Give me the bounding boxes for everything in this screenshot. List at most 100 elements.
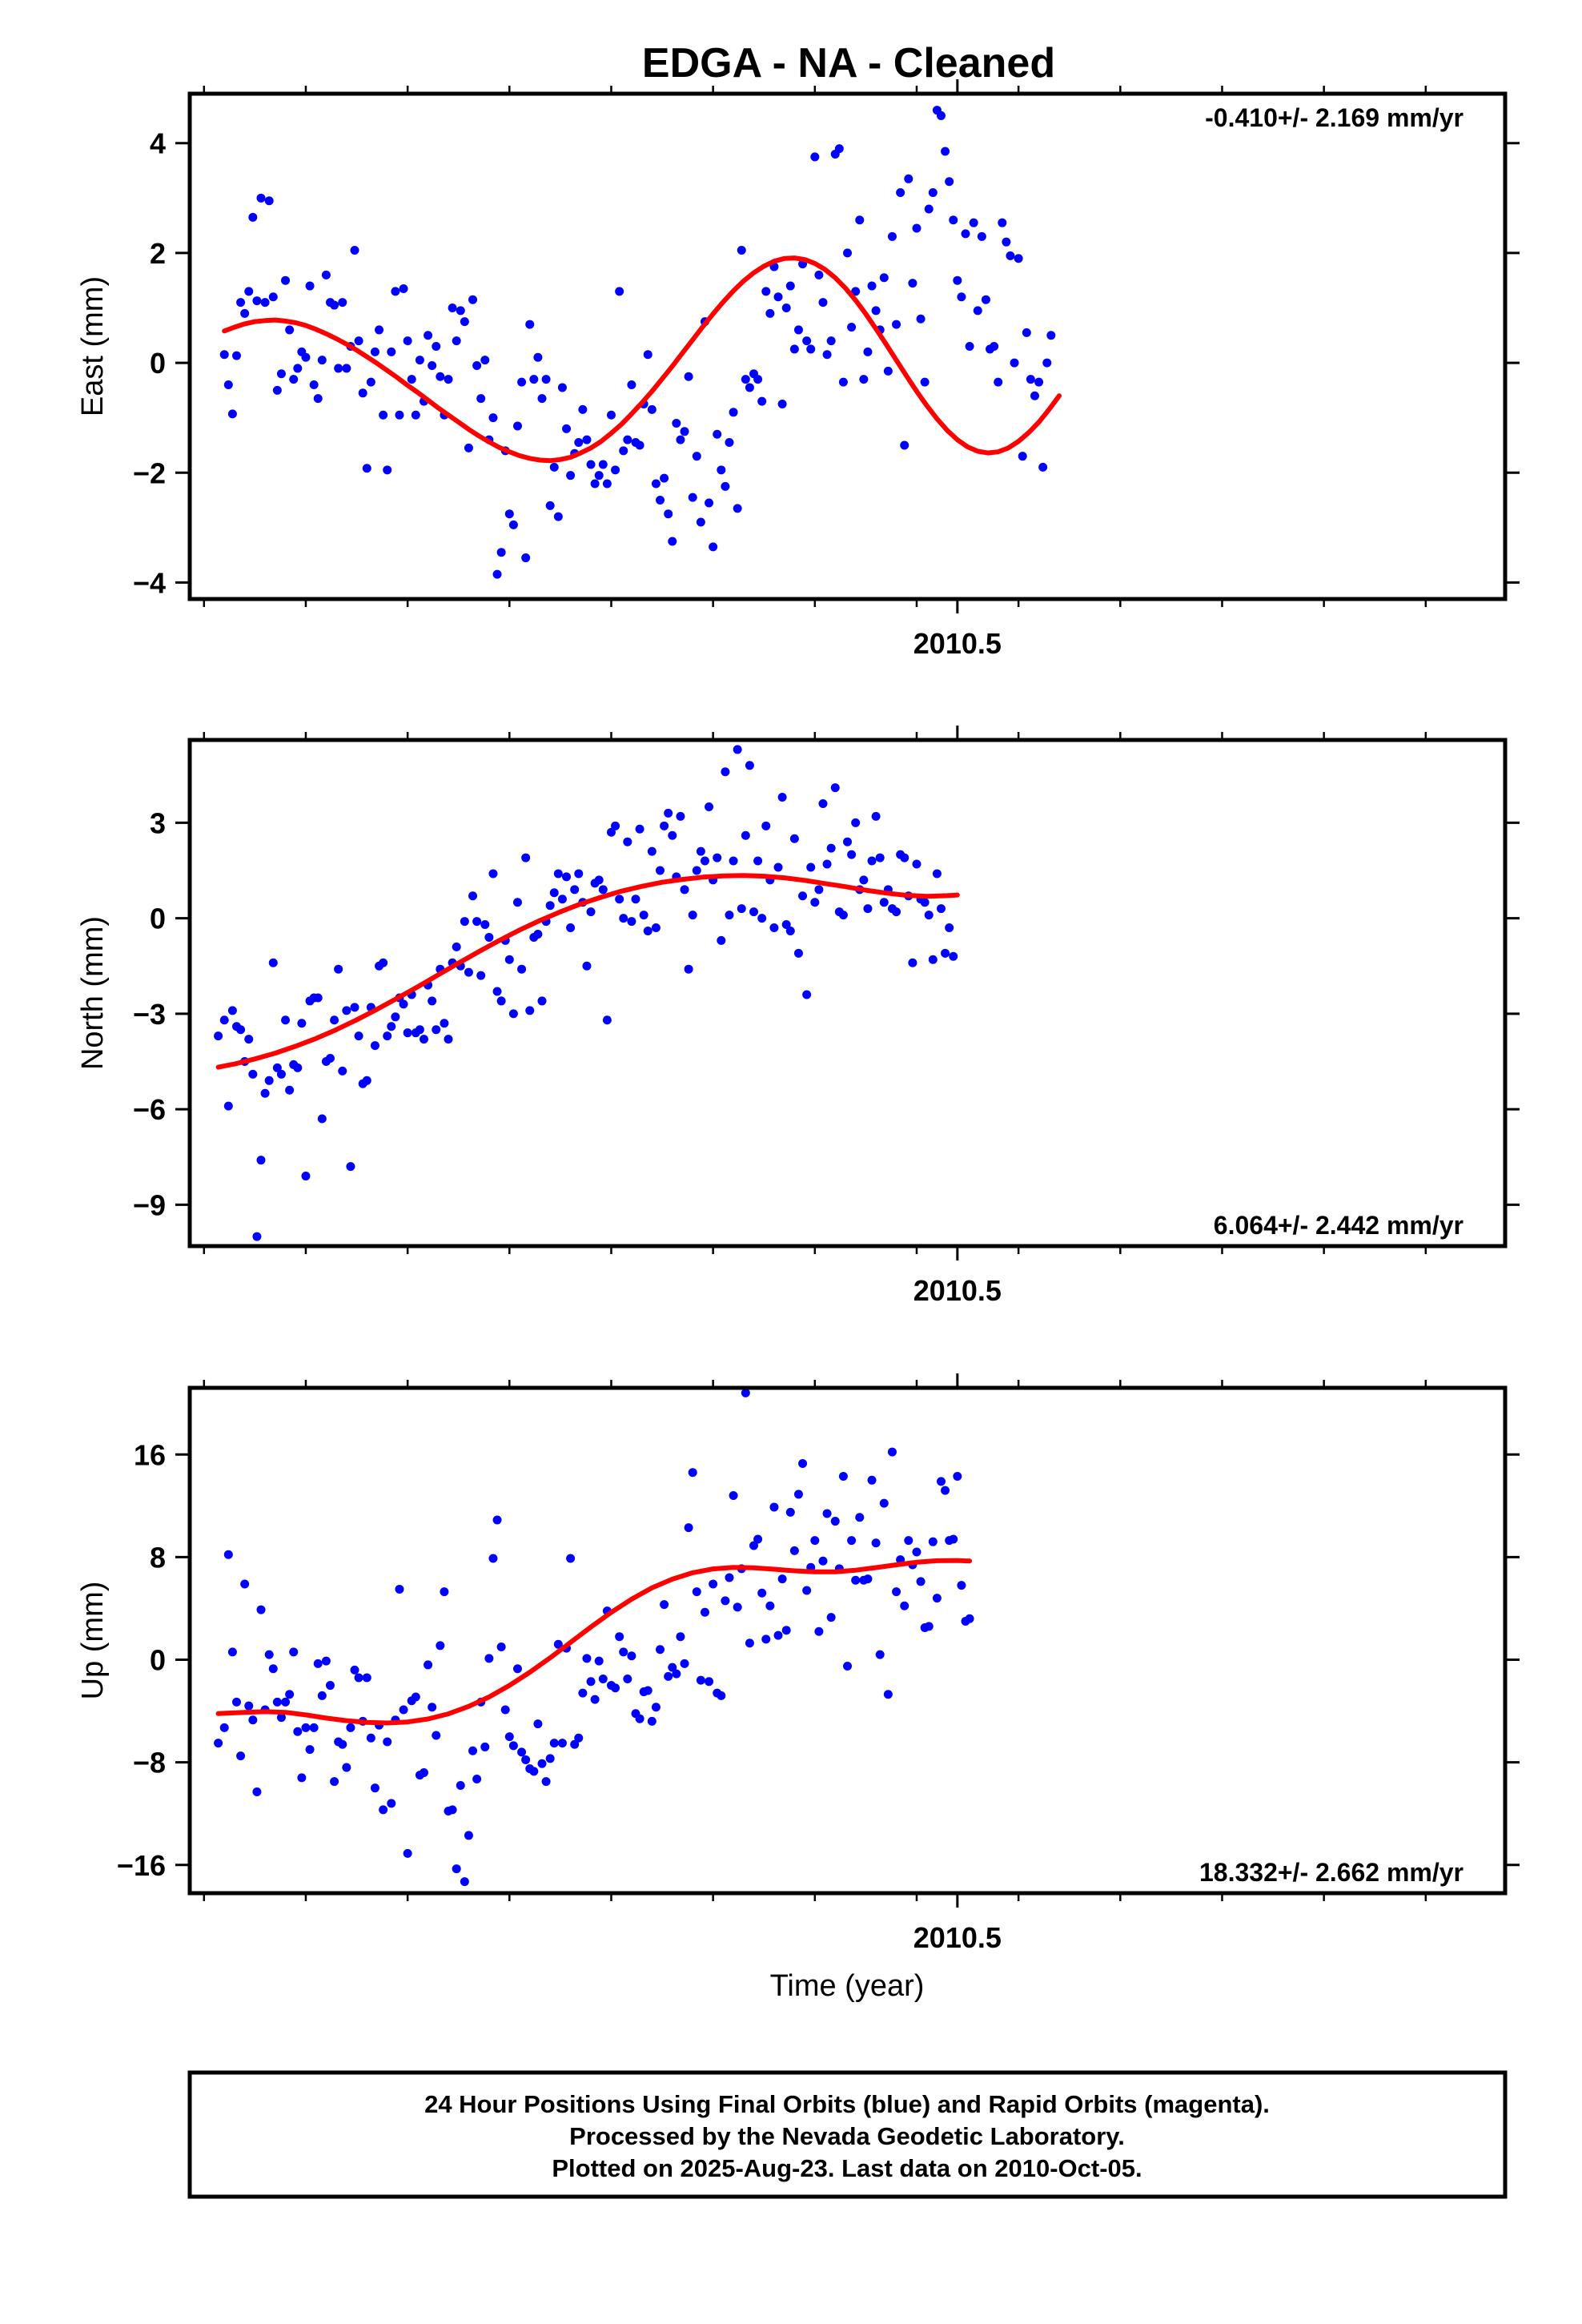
east-data-point <box>957 292 966 302</box>
up-data-point <box>309 1723 319 1732</box>
up-data-point <box>761 1634 771 1644</box>
east-data-point <box>395 410 404 420</box>
east-data-point <box>379 410 388 420</box>
east-data-point <box>908 279 917 288</box>
up-plot-frame <box>187 1385 1508 1896</box>
north-data-point <box>557 895 567 904</box>
up-panel: 2010.5 −16 −8 0 8 16 Up (mm) 18.332+/- 2.662 mm… <box>76 1373 1520 1954</box>
north-data-point <box>387 1022 396 1031</box>
up-data-point <box>741 1388 750 1397</box>
north-data-point <box>826 843 836 853</box>
north-data-point <box>838 911 848 920</box>
east-data-point <box>725 438 734 448</box>
up-data-point <box>635 1714 644 1723</box>
north-data-point <box>338 1066 347 1076</box>
up-data-point <box>721 1596 730 1606</box>
east-data-point <box>476 394 486 404</box>
up-data-point <box>941 1486 950 1495</box>
up-data-point <box>647 1716 656 1726</box>
north-data-point <box>517 964 527 974</box>
east-data-point <box>574 438 584 448</box>
east-data-point <box>301 352 311 362</box>
up-data-point <box>297 1773 307 1783</box>
east-data-point <box>826 336 836 346</box>
east-data-point <box>293 364 303 373</box>
north-data-point <box>415 1025 424 1035</box>
up-data-point <box>725 1573 734 1582</box>
east-data-point <box>256 193 266 203</box>
east-data-point <box>1026 375 1035 384</box>
footer-line-2: Processed by the Nevada Geodetic Laborat… <box>569 2122 1125 2150</box>
east-data-point <box>549 462 559 472</box>
east-data-point <box>285 325 295 335</box>
east-y-tick-label: 4 <box>150 127 166 160</box>
north-plot-frame <box>187 738 1508 1248</box>
east-data-point <box>834 144 844 154</box>
east-data-point <box>822 350 832 360</box>
east-data-point <box>468 295 478 304</box>
east-data-point <box>512 421 522 431</box>
east-data-point <box>838 377 848 387</box>
up-data-point <box>594 1656 604 1666</box>
north-data-point <box>745 761 754 770</box>
east-data-point <box>227 409 237 419</box>
north-data-point <box>496 996 506 1006</box>
north-data-point <box>504 955 514 964</box>
up-y-tick-label: 16 <box>134 1438 166 1471</box>
up-data-point <box>557 1739 567 1748</box>
north-data-point <box>761 821 771 830</box>
east-data-point <box>855 215 865 225</box>
east-rate-label: -0.410+/- 2.169 mm/yr <box>1205 103 1464 132</box>
east-data-point <box>973 306 982 316</box>
east-data-point <box>672 419 681 428</box>
up-data-point <box>346 1723 355 1732</box>
north-data-point <box>660 821 669 830</box>
east-data-point <box>806 344 816 354</box>
up-data-point <box>619 1647 628 1657</box>
up-data-point <box>293 1727 303 1736</box>
east-data-point <box>615 287 624 296</box>
up-data-point <box>553 1639 563 1649</box>
north-data-point <box>325 1053 335 1063</box>
east-data-point <box>602 479 612 489</box>
east-data-point <box>590 479 600 489</box>
north-data-point <box>362 1076 371 1085</box>
east-panel: 2010.5 −4 −2 0 2 4 East (mm) -0.410+/- 2.169 mm… <box>76 79 1520 660</box>
east-data-point <box>924 204 934 214</box>
east-data-point <box>342 364 351 373</box>
up-data-point <box>504 1732 514 1742</box>
up-data-point <box>289 1647 299 1657</box>
east-data-point <box>737 245 746 255</box>
north-data-point <box>594 875 604 885</box>
north-data-point <box>635 824 644 834</box>
east-data-point <box>236 298 246 308</box>
north-data-point <box>928 955 938 964</box>
up-data-point <box>672 1669 681 1679</box>
east-data-point <box>912 223 921 233</box>
east-data-point <box>362 464 371 473</box>
north-data-point <box>941 948 950 958</box>
up-data-point <box>366 1733 375 1743</box>
up-data-point <box>566 1554 576 1563</box>
north-data-point <box>631 895 640 904</box>
up-data-point <box>395 1584 404 1594</box>
up-data-point <box>705 1677 714 1687</box>
east-data-point <box>879 273 889 283</box>
up-data-point <box>500 1705 510 1715</box>
east-data-point <box>859 375 869 384</box>
east-data-point <box>309 380 319 390</box>
up-data-point <box>932 1594 942 1603</box>
east-data-point <box>680 427 689 436</box>
up-data-point <box>488 1554 498 1563</box>
up-data-point <box>313 1659 323 1668</box>
north-data-point <box>297 1019 307 1028</box>
up-data-point <box>871 1538 881 1548</box>
east-data-point <box>334 364 343 373</box>
up-data-point <box>729 1491 738 1501</box>
up-data-point <box>798 1458 808 1468</box>
east-data-point <box>260 298 270 308</box>
up-data-point <box>541 1777 551 1787</box>
north-data-point <box>684 964 693 974</box>
east-observations <box>219 106 1056 579</box>
east-data-point <box>941 147 950 156</box>
